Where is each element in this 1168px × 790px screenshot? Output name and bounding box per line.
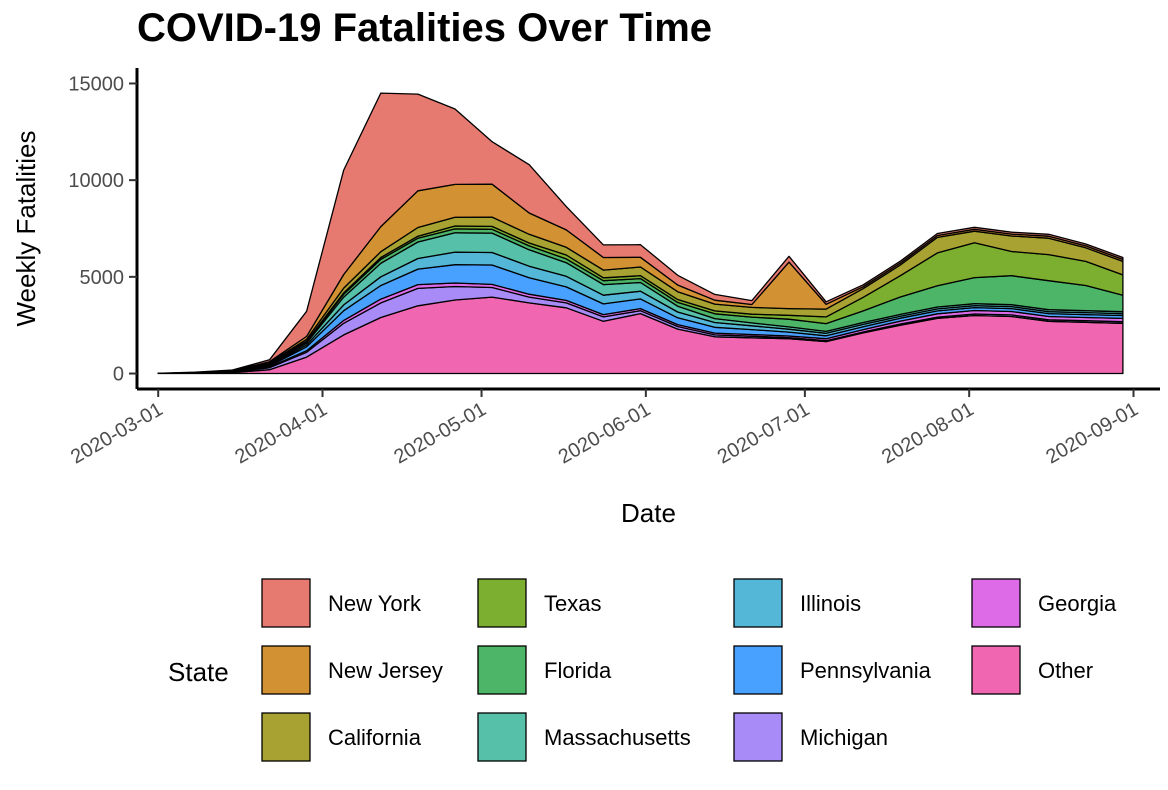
y-tick-label: 15000 <box>68 73 124 95</box>
legend-label-california: California <box>328 725 422 750</box>
legend-swatch-illinois <box>733 578 783 628</box>
legend-swatch-georgia <box>971 578 1021 628</box>
x-tick-label: 2020-06-01 <box>555 398 655 468</box>
chart-title: COVID-19 Fatalities Over Time <box>137 6 713 50</box>
legend-label-texas: Texas <box>544 591 601 616</box>
y-axis-title: Weekly Fatalities <box>11 130 41 326</box>
legend-label-new-york: New York <box>328 591 422 616</box>
x-tick-label: 2020-08-01 <box>878 398 978 468</box>
legend-label-other: Other <box>1038 658 1093 683</box>
y-tick-label: 5000 <box>80 267 125 289</box>
legend-swatch-new-jersey <box>261 645 311 695</box>
legend-title: State <box>168 657 229 687</box>
x-ticks: 2020-03-01 2020-04-01 2020-05-01 2020-06-01… <box>67 389 1142 468</box>
legend-swatch-pennsylvania <box>733 645 783 695</box>
legend: State New York New Jersey California Texas F… <box>168 578 1117 762</box>
y-ticks: 0 5000 10000 15000 <box>68 73 137 386</box>
x-tick-label: 2020-05-01 <box>390 398 490 468</box>
legend-label-massachusetts: Massachusetts <box>544 725 691 750</box>
legend-label-pennsylvania: Pennsylvania <box>800 658 932 683</box>
legend-label-florida: Florida <box>544 658 612 683</box>
area-new-york <box>157 92 1124 375</box>
x-tick-label: 2020-04-01 <box>231 398 331 468</box>
area-layers <box>157 92 1124 375</box>
legend-label-georgia: Georgia <box>1038 591 1117 616</box>
x-tick-label: 2020-03-01 <box>67 398 167 468</box>
legend-swatch-florida <box>477 645 527 695</box>
legend-label-new-jersey: New Jersey <box>328 658 443 683</box>
legend-swatch-new-york <box>261 578 311 628</box>
y-tick-label: 0 <box>113 364 124 386</box>
legend-label-illinois: Illinois <box>800 591 861 616</box>
legend-swatch-texas <box>477 578 527 628</box>
legend-swatch-michigan <box>733 712 783 762</box>
legend-swatch-massachusetts <box>477 712 527 762</box>
x-axis-title: Date <box>621 498 676 528</box>
legend-swatch-california <box>261 712 311 762</box>
x-tick-label: 2020-07-01 <box>714 398 814 468</box>
legend-swatch-other <box>971 645 1021 695</box>
y-tick-label: 10000 <box>68 170 124 192</box>
axes <box>135 68 1160 391</box>
x-tick-label: 2020-09-01 <box>1042 398 1142 468</box>
legend-label-michigan: Michigan <box>800 725 888 750</box>
